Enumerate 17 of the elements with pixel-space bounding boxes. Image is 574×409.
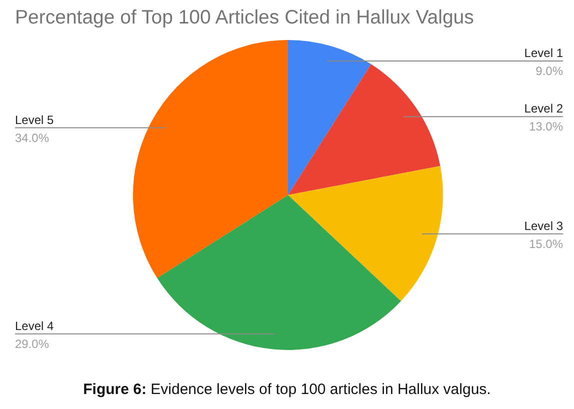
pie-slice [157, 195, 401, 350]
slice-label: Level 5 [15, 112, 54, 127]
caption: Figure 6: Evidence levels of top 100 articles in Hallux valgus. [82, 381, 492, 398]
slice-label: Level 2 [524, 102, 564, 116]
data-label: 34.0% [15, 130, 50, 145]
slice-label: Level 3 [524, 218, 564, 233]
pie-slice [133, 40, 288, 278]
data-label: 13.0% [528, 120, 564, 134]
data-label: 29.0% [15, 336, 50, 351]
data-label: 15.0% [528, 236, 564, 251]
data-label: 9.0% [536, 64, 564, 78]
slice-label: Level 4 [15, 318, 54, 333]
pie-slice [288, 64, 440, 195]
pie-slice [288, 166, 443, 302]
slice-label: Level 1 [524, 46, 564, 60]
chart-title: Percentage of Top 100 Articles Cited in Hallux Valgus [15, 6, 474, 28]
pie-slice [288, 40, 372, 195]
